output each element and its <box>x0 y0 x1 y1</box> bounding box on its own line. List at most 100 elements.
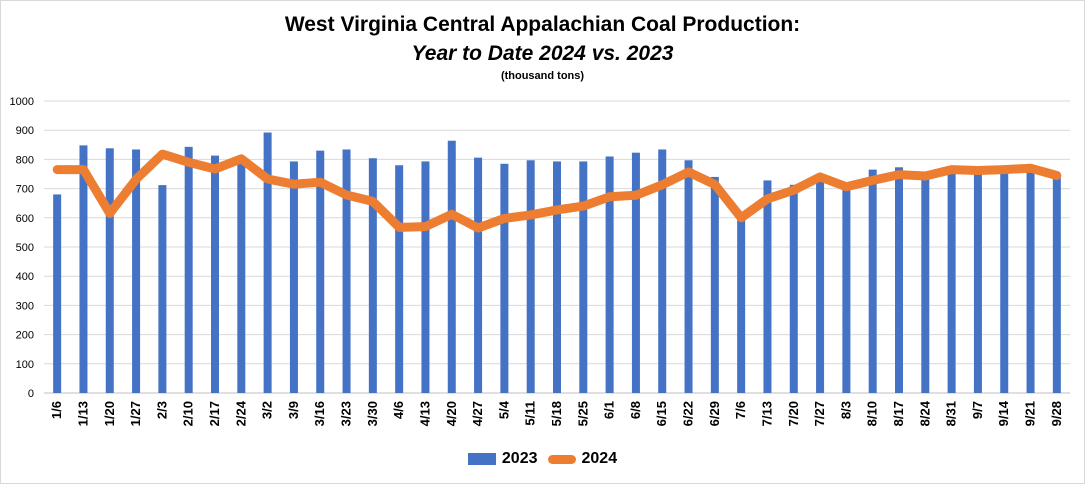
bar-2023-9/21 <box>1026 169 1035 393</box>
chart-unit-note: (thousand tons) <box>500 70 585 82</box>
x-tick-label-2/10: 2/10 <box>181 401 196 426</box>
x-tick-label-2/24: 2/24 <box>233 400 248 426</box>
bar-2023-8/31 <box>947 171 956 393</box>
x-tick-label-5/4: 5/4 <box>496 400 511 419</box>
x-tick-label-2/3: 2/3 <box>154 401 169 419</box>
bar-2023-2/3 <box>158 185 167 393</box>
bar-2023-7/13 <box>763 180 772 393</box>
bar-2023-9/14 <box>1000 170 1009 393</box>
y-tick-label-300: 300 <box>16 300 34 312</box>
bar-2023-4/13 <box>421 161 430 393</box>
x-tick-label-6/8: 6/8 <box>628 401 643 419</box>
y-tick-label-400: 400 <box>16 271 34 283</box>
x-tick-label-1/20: 1/20 <box>102 401 117 426</box>
x-tick-label-7/13: 7/13 <box>759 401 774 426</box>
y-tick-label-200: 200 <box>16 330 34 342</box>
legend-swatch-2023 <box>467 453 496 465</box>
x-tick-label-8/31: 8/31 <box>944 401 959 426</box>
x-tick-label-4/6: 4/6 <box>391 401 406 419</box>
bar-2023-4/27 <box>474 157 483 393</box>
x-tick-label-5/11: 5/11 <box>523 401 538 426</box>
x-tick-label-3/2: 3/2 <box>260 401 275 419</box>
bar-2023-3/2 <box>263 132 272 393</box>
legend-item-2024: 2024 <box>547 450 618 468</box>
bar-2023-5/11 <box>526 160 535 393</box>
y-tick-label-100: 100 <box>16 359 34 371</box>
legend-label-2024: 2024 <box>581 450 618 467</box>
x-tick-label-6/1: 6/1 <box>602 401 617 419</box>
y-tick-label-1000: 1000 <box>10 96 34 108</box>
line-series-2024 <box>52 149 1062 233</box>
bar-2023-8/10 <box>868 169 877 393</box>
chart-title: West Virginia Central Appalachian Coal P… <box>284 13 801 36</box>
bar-2023-7/6 <box>737 217 746 393</box>
bar-2023-2/17 <box>211 155 219 393</box>
x-tick-label-1/6: 1/6 <box>49 401 64 419</box>
x-tick-label-3/30: 3/30 <box>365 401 380 426</box>
y-tick-label-0: 0 <box>28 388 34 400</box>
bar-2023-9/28 <box>1052 174 1061 393</box>
x-tick-label-6/22: 6/22 <box>681 401 696 426</box>
bar-series-2023 <box>53 132 1061 393</box>
bar-2023-5/25 <box>579 161 588 393</box>
y-tick-label-500: 500 <box>16 242 34 254</box>
bar-2023-3/16 <box>316 150 325 393</box>
x-tick-label-4/20: 4/20 <box>444 401 459 426</box>
bar-2023-1/27 <box>132 149 141 393</box>
x-tick-label-9/7: 9/7 <box>970 401 985 419</box>
bar-2023-6/29 <box>710 176 719 393</box>
x-tick-labels: 1/6 1/13 1/20 1/27 2/3 2/10 2/17 2/24 3/2 3/9 3/16… <box>49 400 1064 426</box>
x-tick-label-4/27: 4/27 <box>470 401 485 426</box>
bar-2023-8/17 <box>895 167 903 393</box>
bar-2023-2/10 <box>184 146 193 393</box>
x-tick-label-9/14: 9/14 <box>996 400 1011 426</box>
bar-2023-4/6 <box>395 165 404 393</box>
y-tick-label-600: 600 <box>16 213 34 225</box>
x-tick-label-7/20: 7/20 <box>786 401 801 426</box>
x-tick-label-5/18: 5/18 <box>549 401 564 426</box>
y-tick-labels: 0 100 200 300 400 500 600 700 800 900 1000 <box>10 96 34 400</box>
bar-2023-2/24 <box>237 163 246 393</box>
bar-2023-6/1 <box>605 156 614 393</box>
x-tick-label-4/13: 4/13 <box>417 401 432 426</box>
x-tick-label-3/9: 3/9 <box>286 401 301 419</box>
chart-subtitle: Year to Date 2024 vs. 2023 <box>411 42 674 65</box>
bar-2023-7/20 <box>789 184 798 393</box>
x-tick-label-8/3: 8/3 <box>838 401 853 419</box>
bar-2023-5/18 <box>553 161 561 393</box>
legend-swatch-2024 <box>547 454 576 464</box>
bar-2023-3/30 <box>368 158 377 393</box>
x-tick-label-1/13: 1/13 <box>75 401 90 426</box>
legend: 2023 2024 <box>0 450 1085 468</box>
y-tick-label-800: 800 <box>16 154 34 166</box>
x-tick-label-9/28: 9/28 <box>1049 401 1064 426</box>
legend-label-2023: 2023 <box>501 450 538 467</box>
bar-2023-8/24 <box>921 172 930 393</box>
y-tick-label-700: 700 <box>16 184 34 196</box>
bar-2023-9/7 <box>973 171 982 393</box>
x-tick-label-8/10: 8/10 <box>865 401 880 426</box>
bar-2023-6/22 <box>684 160 693 393</box>
bar-2023-3/9 <box>289 161 298 393</box>
bar-2023-1/6 <box>53 194 62 393</box>
legend-item-2023: 2023 <box>467 450 538 468</box>
x-tick-label-6/29: 6/29 <box>707 401 722 426</box>
bar-2023-1/13 <box>79 145 88 393</box>
x-tick-label-9/21: 9/21 <box>1023 401 1038 426</box>
x-tick-label-5/25: 5/25 <box>575 401 590 426</box>
bar-2023-7/27 <box>816 179 825 393</box>
bar-2023-3/23 <box>342 149 351 393</box>
bar-2023-8/3 <box>842 184 851 393</box>
x-tick-label-3/23: 3/23 <box>339 401 354 426</box>
bar-2023-6/15 <box>658 149 667 393</box>
x-tick-label-1/27: 1/27 <box>128 401 143 426</box>
bar-2023-4/20 <box>447 140 456 393</box>
x-tick-label-6/15: 6/15 <box>654 401 669 426</box>
plot-area: 0 100 200 300 400 500 600 700 800 900 1000 1/6 1/13… <box>10 96 1070 426</box>
x-tick-label-8/24: 8/24 <box>917 400 932 426</box>
x-tick-label-3/16: 3/16 <box>312 401 327 426</box>
x-tick-label-2/17: 2/17 <box>207 401 222 426</box>
bar-2023-5/4 <box>500 163 509 393</box>
x-tick-label-7/27: 7/27 <box>812 401 827 426</box>
